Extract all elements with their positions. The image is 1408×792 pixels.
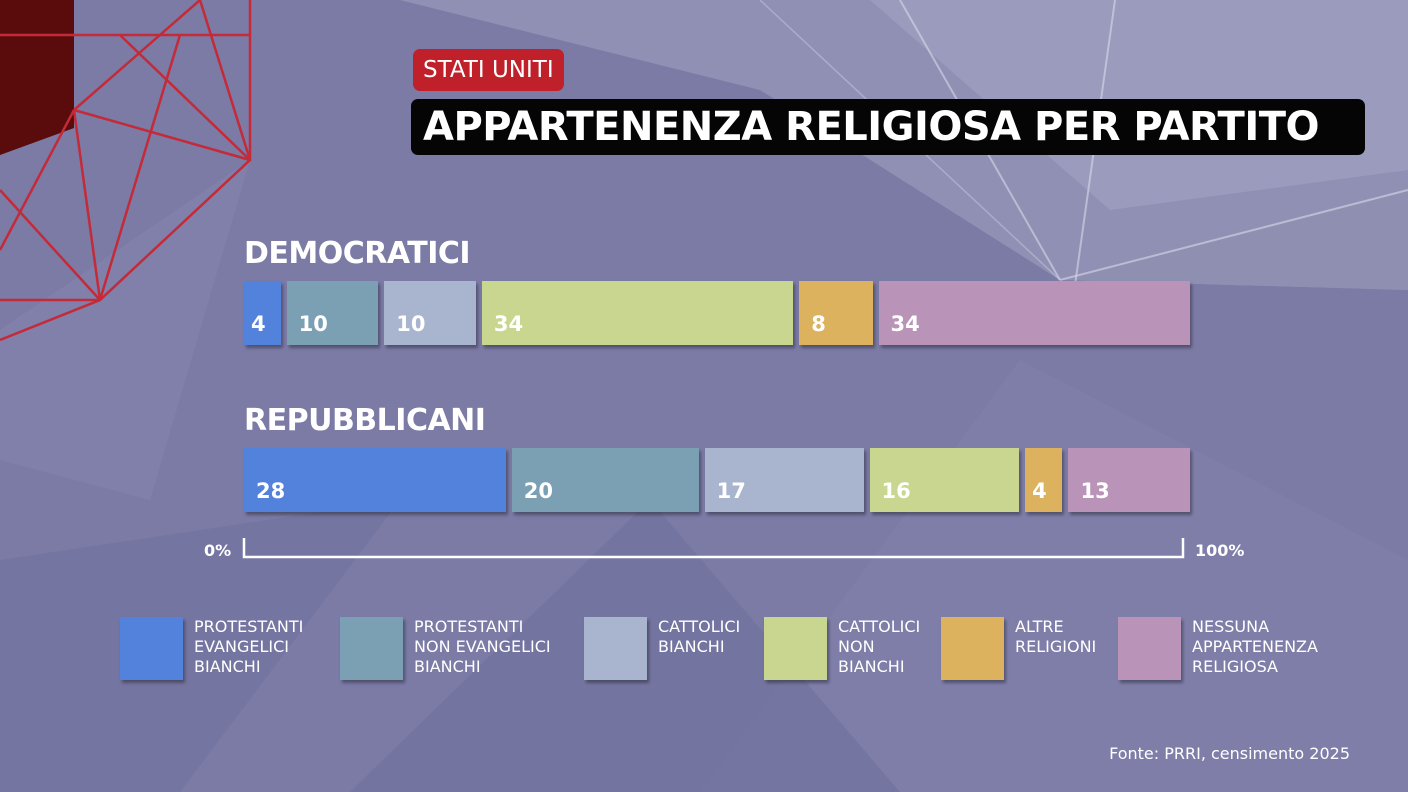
bar-segment <box>1068 448 1190 512</box>
legend-label-line: RELIGIONI <box>1015 637 1097 656</box>
legend-swatch <box>340 617 403 680</box>
bar-value-label: 34 <box>890 312 920 336</box>
legend-label: CATTOLICI BIANCHI <box>658 617 740 657</box>
legend-label-line: BIANCHI <box>414 657 481 676</box>
row-label-repubblicani: REPUBBLICANI <box>244 403 486 438</box>
legend-label-line: PROTESTANTI <box>194 617 304 636</box>
axis-min-label: 0% <box>204 541 232 560</box>
bar-segment <box>704 448 864 512</box>
legend-label-line: PROTESTANTI <box>414 617 524 636</box>
legend-label-line: BIANCHI <box>194 657 261 676</box>
legend-label-line: ALTRE <box>1015 617 1064 636</box>
bar-value-label: 10 <box>298 312 328 336</box>
bar-segment <box>244 448 506 512</box>
bar-segment <box>384 281 476 345</box>
legend-label: CATTOLICI NON BIANCHI <box>838 617 920 677</box>
country-tag: STATI UNITI <box>413 49 564 91</box>
legend-label-line: APPARTENENZA <box>1192 637 1318 656</box>
legend-label-line: NON <box>838 637 875 656</box>
bar-segment <box>799 281 873 345</box>
bar-value-label: 4 <box>251 312 266 336</box>
legend-label: NESSUNA APPARTENENZA RELIGIOSA <box>1192 617 1318 677</box>
bar-segment <box>244 281 281 345</box>
legend-label: PROTESTANTI EVANGELICI BIANCHI <box>194 617 303 677</box>
bar-value-label: 17 <box>716 479 746 503</box>
bar-segment <box>481 281 794 345</box>
bar-segment <box>511 448 699 512</box>
legend-swatch <box>120 617 183 680</box>
row-label-democratici: DEMOCRATICI <box>244 236 471 271</box>
bar-segment <box>1025 448 1063 512</box>
bar-segment <box>878 281 1190 345</box>
legend-label-line: BIANCHI <box>838 657 905 676</box>
legend-label-line: NON EVANGELICI <box>414 637 551 656</box>
legend-swatch <box>584 617 647 680</box>
legend-label-line: NESSUNA <box>1192 617 1270 636</box>
legend-label: PROTESTANTI NON EVANGELICI BIANCHI <box>414 617 551 677</box>
bar-value-label: 16 <box>881 479 911 503</box>
bar-segment <box>286 281 379 345</box>
chart-title: APPARTENENZA RELIGIOSA PER PARTITO <box>411 99 1365 155</box>
bar-segment <box>869 448 1020 512</box>
legend-label-line: EVANGELICI <box>194 637 289 656</box>
legend-label-line: CATTOLICI <box>838 617 921 636</box>
bar-value-label: 34 <box>493 312 524 336</box>
source-note: Fonte: PRRI, censimento 2025 <box>1109 744 1350 763</box>
bar-value-label: 10 <box>396 312 426 336</box>
bar-value-label: 20 <box>523 479 553 503</box>
legend-swatch <box>1118 617 1181 680</box>
legend-swatch <box>941 617 1004 680</box>
bar-value-label: 4 <box>1032 479 1047 503</box>
legend-label-line: RELIGIOSA <box>1192 657 1278 676</box>
axis-max-label: 100% <box>1195 541 1245 560</box>
bar-value-label: 13 <box>1080 479 1110 503</box>
legend-label-line: BIANCHI <box>658 637 725 656</box>
bar-value-label: 28 <box>256 479 286 503</box>
bar-value-label: 8 <box>811 312 826 336</box>
legend-label: ALTRE RELIGIONI <box>1015 617 1096 657</box>
legend-swatch <box>764 617 827 680</box>
legend-label-line: CATTOLICI <box>658 617 741 636</box>
